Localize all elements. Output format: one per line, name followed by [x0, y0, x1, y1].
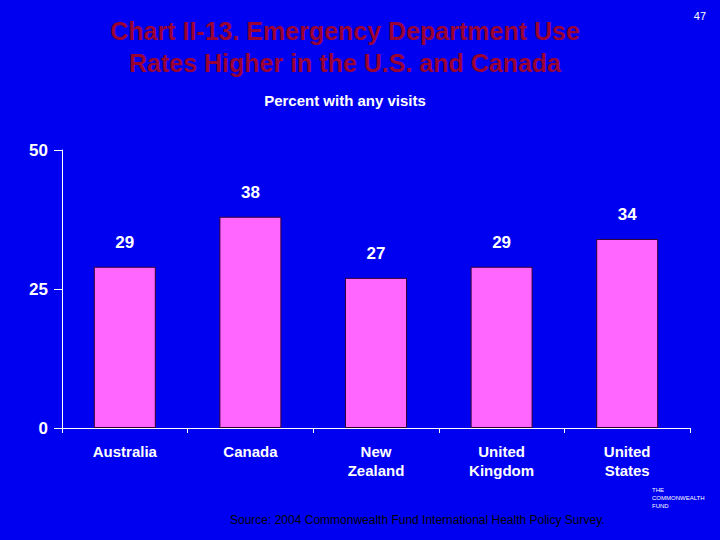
svg-text:United: United: [478, 443, 525, 460]
svg-text:47: 47: [694, 10, 706, 22]
svg-text:THE: THE: [652, 487, 664, 493]
svg-text:Zealand: Zealand: [348, 462, 405, 479]
svg-text:50: 50: [29, 141, 48, 160]
svg-text:Kingdom: Kingdom: [469, 462, 534, 479]
svg-text:FUND: FUND: [652, 503, 669, 509]
svg-text:25: 25: [29, 280, 48, 299]
svg-text:29: 29: [492, 233, 511, 252]
svg-text:COMMONWEALTH: COMMONWEALTH: [652, 495, 705, 501]
svg-text:0: 0: [39, 419, 48, 438]
svg-text:Australia: Australia: [93, 443, 158, 460]
svg-text:27: 27: [367, 244, 386, 263]
svg-text:Canada: Canada: [223, 443, 278, 460]
svg-text:Percent with any visits: Percent with any visits: [264, 92, 426, 109]
svg-text:Rates Higher in the U.S. and C: Rates Higher in the U.S. and Canada: [129, 49, 562, 77]
svg-text:States: States: [605, 462, 650, 479]
svg-text:New: New: [361, 443, 392, 460]
svg-text:29: 29: [115, 233, 134, 252]
svg-text:34: 34: [618, 205, 637, 224]
svg-text:United: United: [604, 443, 651, 460]
svg-text:Chart II-13. Emergency Departm: Chart II-13. Emergency Department Use: [110, 17, 580, 45]
svg-text:38: 38: [241, 183, 260, 202]
svg-text:Source: 2004 Commonwealth Fund: Source: 2004 Commonwealth Fund Internati…: [230, 513, 605, 527]
